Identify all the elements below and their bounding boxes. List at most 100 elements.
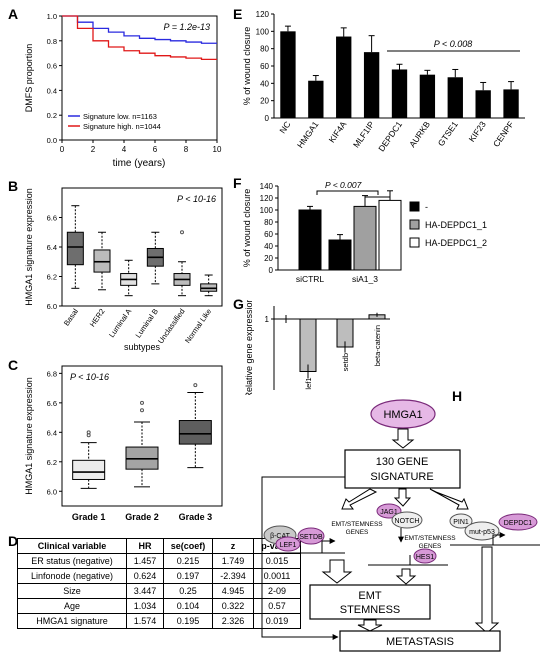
bar <box>353 205 377 271</box>
legend-swatch-depdc1-1 <box>409 219 420 230</box>
table-row: Age 1.034 0.104 0.322 0.57 <box>17 598 301 614</box>
y-tick-label: 1 <box>265 315 270 324</box>
y-tick-label: 6.8 <box>47 369 57 378</box>
table-header: Clinical variable <box>17 538 127 554</box>
metastasis-box <box>339 630 501 652</box>
survival-curve-high <box>62 15 217 61</box>
category-label: HMGA1 <box>295 119 321 150</box>
notch-label: NOTCH <box>395 518 420 525</box>
category-label: DEPDC1 <box>376 119 404 153</box>
y-axis-label-c: HMGA1 signature expression <box>24 377 34 495</box>
hes1-node <box>413 548 437 564</box>
bar-kif4a <box>336 36 352 118</box>
table-row: HMGA1 signature 1.574 0.195 2.326 0.019 <box>17 613 301 629</box>
bar-aurkb <box>419 74 436 118</box>
outlier-point <box>193 383 198 388</box>
pvalue-c: P < 10-16 <box>70 372 109 382</box>
y-tick-label: 140 <box>260 182 274 191</box>
bar-nc <box>280 31 296 118</box>
y-tick-label: 0.6 <box>47 62 57 71</box>
arrow-to-notch <box>393 488 412 507</box>
y-tick-label: 6.2 <box>47 273 57 282</box>
category-label: beta-catenin <box>373 325 382 366</box>
notch-node <box>391 511 423 529</box>
panel-label-g: G <box>233 296 244 312</box>
box-grade-1 <box>72 459 106 480</box>
signature-line-2: SIGNATURE <box>370 471 433 483</box>
arrow-wnt-emt <box>321 559 353 584</box>
y-tick-label: 120 <box>260 194 274 203</box>
y-axis-label-f: % of wound closure <box>242 189 252 268</box>
legend-high: Signature high. n=1044 <box>83 122 161 131</box>
subtype-boxplot: 6.0 6.2 6.4 6.6 Basal HER2 Luminal A Luminal B… <box>24 187 223 352</box>
y-tick-label: 0.8 <box>47 37 57 46</box>
annotation-f: P < 0.007 <box>325 180 362 190</box>
x-tick-label: 4 <box>122 145 127 154</box>
lef1-label: LEF1 <box>280 542 297 549</box>
category-label: setdb <box>341 353 350 371</box>
pvalue-a: P = 1.2e-13 <box>164 22 210 32</box>
y-tick-label: 6.4 <box>47 428 57 437</box>
mutp53-node <box>464 521 500 541</box>
setdb-node <box>297 527 325 545</box>
bar-mlf1ip <box>363 52 380 119</box>
x-tick-label: 6 <box>153 145 158 154</box>
p53-promoter-arrow <box>492 532 506 545</box>
legend-swatch-depdc1-2 <box>409 237 420 248</box>
hmga1-node <box>370 399 436 429</box>
bar-gtse1 <box>447 77 463 118</box>
legend-swatch-minus <box>409 201 420 212</box>
hmga1-label: HMGA1 <box>383 409 422 421</box>
wnt-genes-1: EMT/STEMNESS <box>331 521 383 528</box>
table-row: ER status (negative) 1.457 0.215 1.749 0… <box>17 553 301 569</box>
outlier-point <box>140 400 144 405</box>
km-survival-chart: 0.0 0.2 0.4 0.6 0.8 1.0 0 2 4 6 8 10 P = 1.2e-13 S… <box>24 12 222 169</box>
category-label: KIF23 <box>467 119 488 144</box>
table-cell: 0.197 <box>163 568 213 584</box>
y-tick-label: 80 <box>264 218 273 227</box>
category-label: Grade 1 <box>72 512 106 522</box>
category-label: HER2 <box>88 307 107 329</box>
emt-stemness-box <box>309 584 431 620</box>
x-tick-label: 0 <box>60 145 65 154</box>
group-label-sictrl: siCTRL <box>296 274 325 284</box>
y-tick-label: 6.2 <box>47 458 57 467</box>
panel-label-c: C <box>8 357 19 373</box>
y-tick-label: 6.4 <box>47 243 57 252</box>
table-header: z <box>212 538 254 554</box>
x-tick-label: 8 <box>184 145 189 154</box>
y-tick-label: 0 <box>269 266 274 275</box>
outlier-point <box>140 408 144 413</box>
bar-lef1 <box>299 318 317 372</box>
y-tick-label: 40 <box>264 242 273 251</box>
signature-line-1: 130 GENE <box>376 456 429 468</box>
category-label: Normal Like <box>183 307 213 345</box>
panel-label-e: E <box>233 6 243 22</box>
pin1-node <box>449 513 473 529</box>
gene-expression-chart: 1 lef1 setdb beta-catenin Relative gene ex… <box>244 300 390 395</box>
legend-label-minus: - <box>425 202 428 212</box>
y-tick-label: 0.4 <box>47 86 57 95</box>
table-cell: 4.945 <box>212 583 254 599</box>
y-tick-label: 120 <box>256 10 270 19</box>
bar <box>378 199 402 271</box>
y-tick-label: 100 <box>256 27 270 36</box>
table-cell: -2.394 <box>212 568 254 584</box>
panel-label-b: B <box>8 178 19 194</box>
table-cell: 0.322 <box>212 598 254 614</box>
outlier-point <box>180 230 184 235</box>
category-label: GTSE1 <box>436 119 460 148</box>
annotation-e: P < 0.008 <box>434 39 472 49</box>
y-tick-label: 80 <box>260 45 269 54</box>
wound-closure-chart: 0 20 40 60 80 100 120 NC HMGA1 KIF4A MLF1IP DEPDC1… <box>242 10 525 153</box>
category-label: NC <box>277 119 292 135</box>
table-cell: 1.457 <box>126 553 164 569</box>
category-label: Grade 2 <box>125 512 159 522</box>
bar <box>298 209 322 271</box>
panel-label-f: F <box>233 175 242 191</box>
pvalue-b: P < 10-16 <box>177 194 216 204</box>
table-cell: 3.447 <box>126 583 164 599</box>
y-tick-label: 60 <box>264 230 273 239</box>
table-cell: ER status (negative) <box>17 553 127 569</box>
arrow-emt-metastasis <box>357 619 383 632</box>
